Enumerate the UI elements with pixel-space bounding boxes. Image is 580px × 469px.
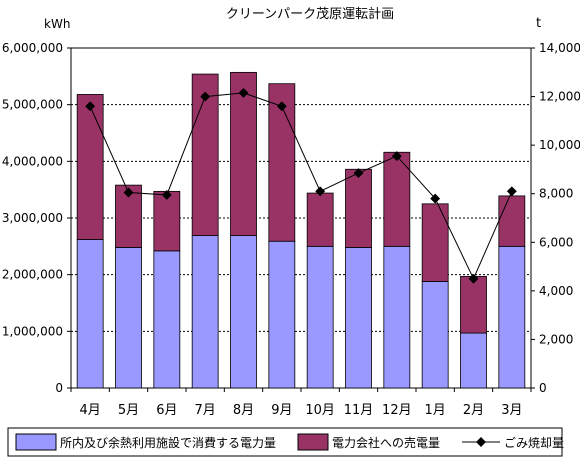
incineration-point: [353, 168, 364, 179]
x-tick-label: 10月: [305, 403, 335, 418]
x-tick-label: 8月: [233, 403, 254, 418]
bars: [76, 71, 526, 389]
right-tick-label: 4,000: [539, 284, 573, 298]
incineration-point: [506, 186, 517, 197]
legend-label-consumption: 所内及び余熱利用施設で消費する電力量: [60, 435, 276, 450]
legend-swatch-consumption: [15, 433, 57, 451]
right-tick-label: 6,000: [539, 235, 573, 249]
bar-consumption: [383, 245, 411, 389]
bar-consumption: [153, 250, 181, 389]
incineration-point: [430, 193, 441, 204]
legend-label-incineration: ごみ焼却量: [504, 435, 564, 450]
bar-sales: [460, 275, 487, 334]
legend: 所内及び余熱利用施設で消費する電力量 電力会社への売電量 ごみ焼却量: [7, 427, 564, 457]
left-tick-label: 4,000,000: [2, 154, 63, 168]
bar-consumption: [345, 247, 372, 389]
bar-consumption: [230, 235, 257, 389]
incineration-line: [85, 87, 517, 284]
x-tick-label: 6月: [156, 403, 177, 418]
right-tick-label: 0: [539, 381, 547, 395]
incineration-point: [161, 189, 172, 200]
x-tick-label: 9月: [271, 403, 292, 418]
left-tick-label: 0: [55, 381, 63, 395]
chart-title: クリーンパーク茂原運転計画: [226, 6, 394, 22]
bar-sales: [153, 190, 181, 252]
bar-sales: [230, 71, 257, 236]
incineration-point: [85, 101, 96, 112]
x-tick-label: 7月: [195, 403, 216, 418]
bar-consumption: [115, 247, 142, 389]
gridlines: [71, 104, 531, 332]
right-axis-unit: t: [536, 16, 541, 31]
bar-consumption: [306, 245, 334, 389]
x-tick-label: 3月: [501, 403, 522, 418]
bar-consumption: [268, 240, 296, 389]
x-tick-label: 1月: [425, 403, 446, 418]
right-tick-label: 14,000: [539, 41, 580, 55]
x-tick-label: 4月: [80, 403, 101, 418]
legend-marker-incineration: [476, 437, 486, 447]
bar-consumption: [460, 332, 487, 389]
bar-consumption: [76, 239, 104, 389]
incineration-point: [468, 273, 479, 284]
bar-sales: [306, 192, 334, 247]
incineration-line-path: [89, 92, 513, 280]
right-tick-label: 8,000: [539, 187, 573, 201]
left-axis-unit: kWh: [44, 17, 70, 31]
right-tick-label: 12,000: [539, 90, 580, 104]
legend-swatch-sales: [297, 433, 329, 451]
left-tick-label: 5,000,000: [2, 98, 63, 112]
x-tick-label: 12月: [382, 403, 412, 418]
bar-consumption: [191, 235, 219, 389]
left-tick-label: 6,000,000: [2, 41, 63, 55]
incineration-point: [238, 87, 249, 98]
legend-label-sales: 電力会社への売電量: [332, 435, 440, 450]
incineration-point: [123, 187, 134, 198]
incineration-point: [391, 151, 402, 162]
right-tick-label: 10,000: [539, 138, 580, 152]
x-tick-label: 2月: [463, 403, 484, 418]
incineration-point: [315, 186, 326, 197]
left-tick-label: 2,000,000: [2, 268, 63, 282]
left-tick-label: 3,000,000: [2, 211, 63, 225]
left-axis: 0 1,000,000 2,000,000 3,000,000 4,000,000 5,0…: [2, 41, 71, 395]
right-axis: 0 2,000 4,000 6,000 8,000 10,000 12,000 14,000: [531, 41, 580, 395]
left-tick-label: 1,000,000: [2, 324, 63, 338]
right-tick-label: 2,000: [539, 332, 573, 346]
x-axis: 4月 5月 6月 7月 8月 9月 10月 11月 12月 1月 2月 3月: [70, 388, 532, 418]
bar-sales: [345, 168, 372, 248]
bar-consumption: [498, 245, 526, 389]
bar-sales: [421, 203, 449, 282]
incineration-point: [200, 91, 211, 102]
x-tick-label: 11月: [344, 403, 374, 418]
bar-consumption: [421, 281, 449, 389]
x-tick-label: 5月: [118, 403, 139, 418]
bar-sales: [76, 94, 104, 240]
bar-sales: [498, 195, 526, 247]
